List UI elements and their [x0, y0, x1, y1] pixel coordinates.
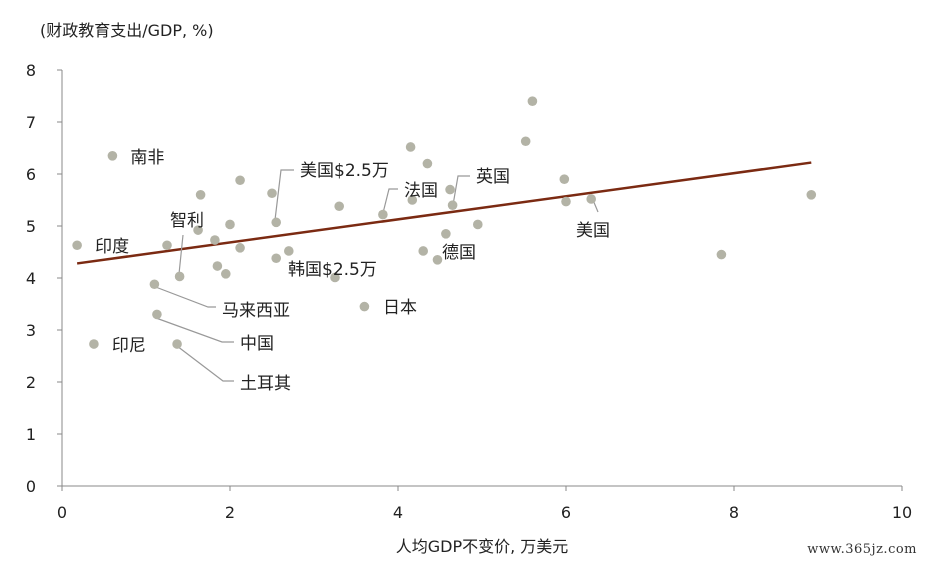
- leader-line: [152, 285, 216, 308]
- data-point: [561, 196, 571, 207]
- leader-line: [155, 317, 234, 343]
- data-points: [72, 96, 817, 349]
- data-point: [271, 253, 282, 264]
- annotation-label: 美国$2.5万: [300, 161, 389, 181]
- annotation-label: 英国: [476, 167, 510, 187]
- annotation-label: 美国: [576, 221, 610, 241]
- y-tick-label: 1: [26, 425, 36, 444]
- data-point: [210, 235, 220, 245]
- data-point: [432, 254, 443, 265]
- y-tick-label: 5: [26, 217, 36, 236]
- data-point: [405, 142, 416, 152]
- data-point: [172, 339, 182, 349]
- data-point: [174, 271, 185, 282]
- x-tick-label: 10: [892, 503, 912, 522]
- data-point: [195, 190, 206, 200]
- data-point: [284, 246, 294, 256]
- leader-line: [274, 169, 294, 221]
- y-tick-label: 2: [26, 373, 36, 392]
- x-axis-label: 人均GDP不变价, 万美元: [396, 537, 569, 556]
- data-point: [193, 225, 203, 235]
- annotation-label: 智利: [170, 211, 204, 231]
- data-point: [447, 200, 458, 210]
- data-point: [221, 269, 231, 279]
- leader-line: [178, 234, 184, 275]
- x-tick-label: 8: [729, 503, 739, 522]
- data-point: [473, 219, 483, 230]
- data-point: [235, 175, 245, 186]
- data-point: [212, 261, 223, 271]
- y-tick-label: 3: [26, 321, 36, 340]
- data-point: [586, 194, 596, 204]
- watermark: www.365jz.com: [807, 542, 917, 557]
- data-point: [235, 243, 245, 253]
- annotation-label: 南非: [130, 148, 164, 168]
- annotation-label: 日本: [383, 298, 417, 318]
- axes: 0 1 2 3 4 5 6 7 8 0 2 4 6 8 10: [26, 61, 912, 522]
- data-point: [271, 217, 282, 228]
- trendline-group: [76, 161, 812, 265]
- y-axis-label: (财政教育支出/GDP, %): [40, 21, 214, 40]
- data-point: [527, 96, 538, 106]
- data-point: [225, 219, 235, 230]
- data-point: [89, 339, 99, 349]
- data-point: [149, 279, 160, 290]
- leader-line: [452, 175, 470, 206]
- annotation-label: 土耳其: [240, 374, 291, 394]
- data-point: [520, 136, 531, 147]
- annotation-label: 印度: [95, 237, 129, 257]
- data-point: [152, 309, 162, 320]
- data-point: [107, 151, 118, 161]
- trendline: [76, 161, 812, 265]
- x-tick-label: 6: [561, 503, 571, 522]
- data-point: [359, 301, 370, 312]
- data-point: [267, 188, 277, 199]
- annotation-label: 印尼: [112, 336, 146, 356]
- x-tick-label: 4: [393, 503, 403, 522]
- y-tick-label: 8: [26, 61, 36, 80]
- y-tick-label: 7: [26, 113, 36, 132]
- data-point: [334, 201, 345, 212]
- y-tick-label: 4: [26, 269, 36, 288]
- data-point: [72, 240, 82, 251]
- x-tick-label: 0: [57, 503, 67, 522]
- leader-lines: [152, 169, 599, 382]
- data-point: [407, 195, 418, 205]
- x-tick-label: 2: [225, 503, 235, 522]
- data-point: [806, 190, 817, 200]
- data-point: [418, 246, 429, 256]
- annotation-label: 法国: [404, 181, 438, 201]
- data-point: [378, 209, 388, 220]
- data-point: [422, 158, 433, 169]
- data-point: [162, 240, 172, 251]
- annotation-label: 马来西亚: [222, 301, 290, 321]
- leader-line: [382, 188, 398, 214]
- leader-line: [176, 345, 234, 382]
- annotation-label: 德国: [442, 243, 476, 263]
- data-point: [559, 174, 570, 184]
- data-point: [716, 249, 727, 260]
- data-point: [441, 229, 451, 239]
- annotation-label: 韩国$2.5万: [288, 260, 377, 280]
- data-point: [330, 272, 340, 283]
- y-tick-label: 0: [26, 477, 36, 496]
- data-point: [445, 184, 455, 195]
- annotation-label: 中国: [240, 334, 274, 354]
- y-tick-label: 6: [26, 165, 36, 184]
